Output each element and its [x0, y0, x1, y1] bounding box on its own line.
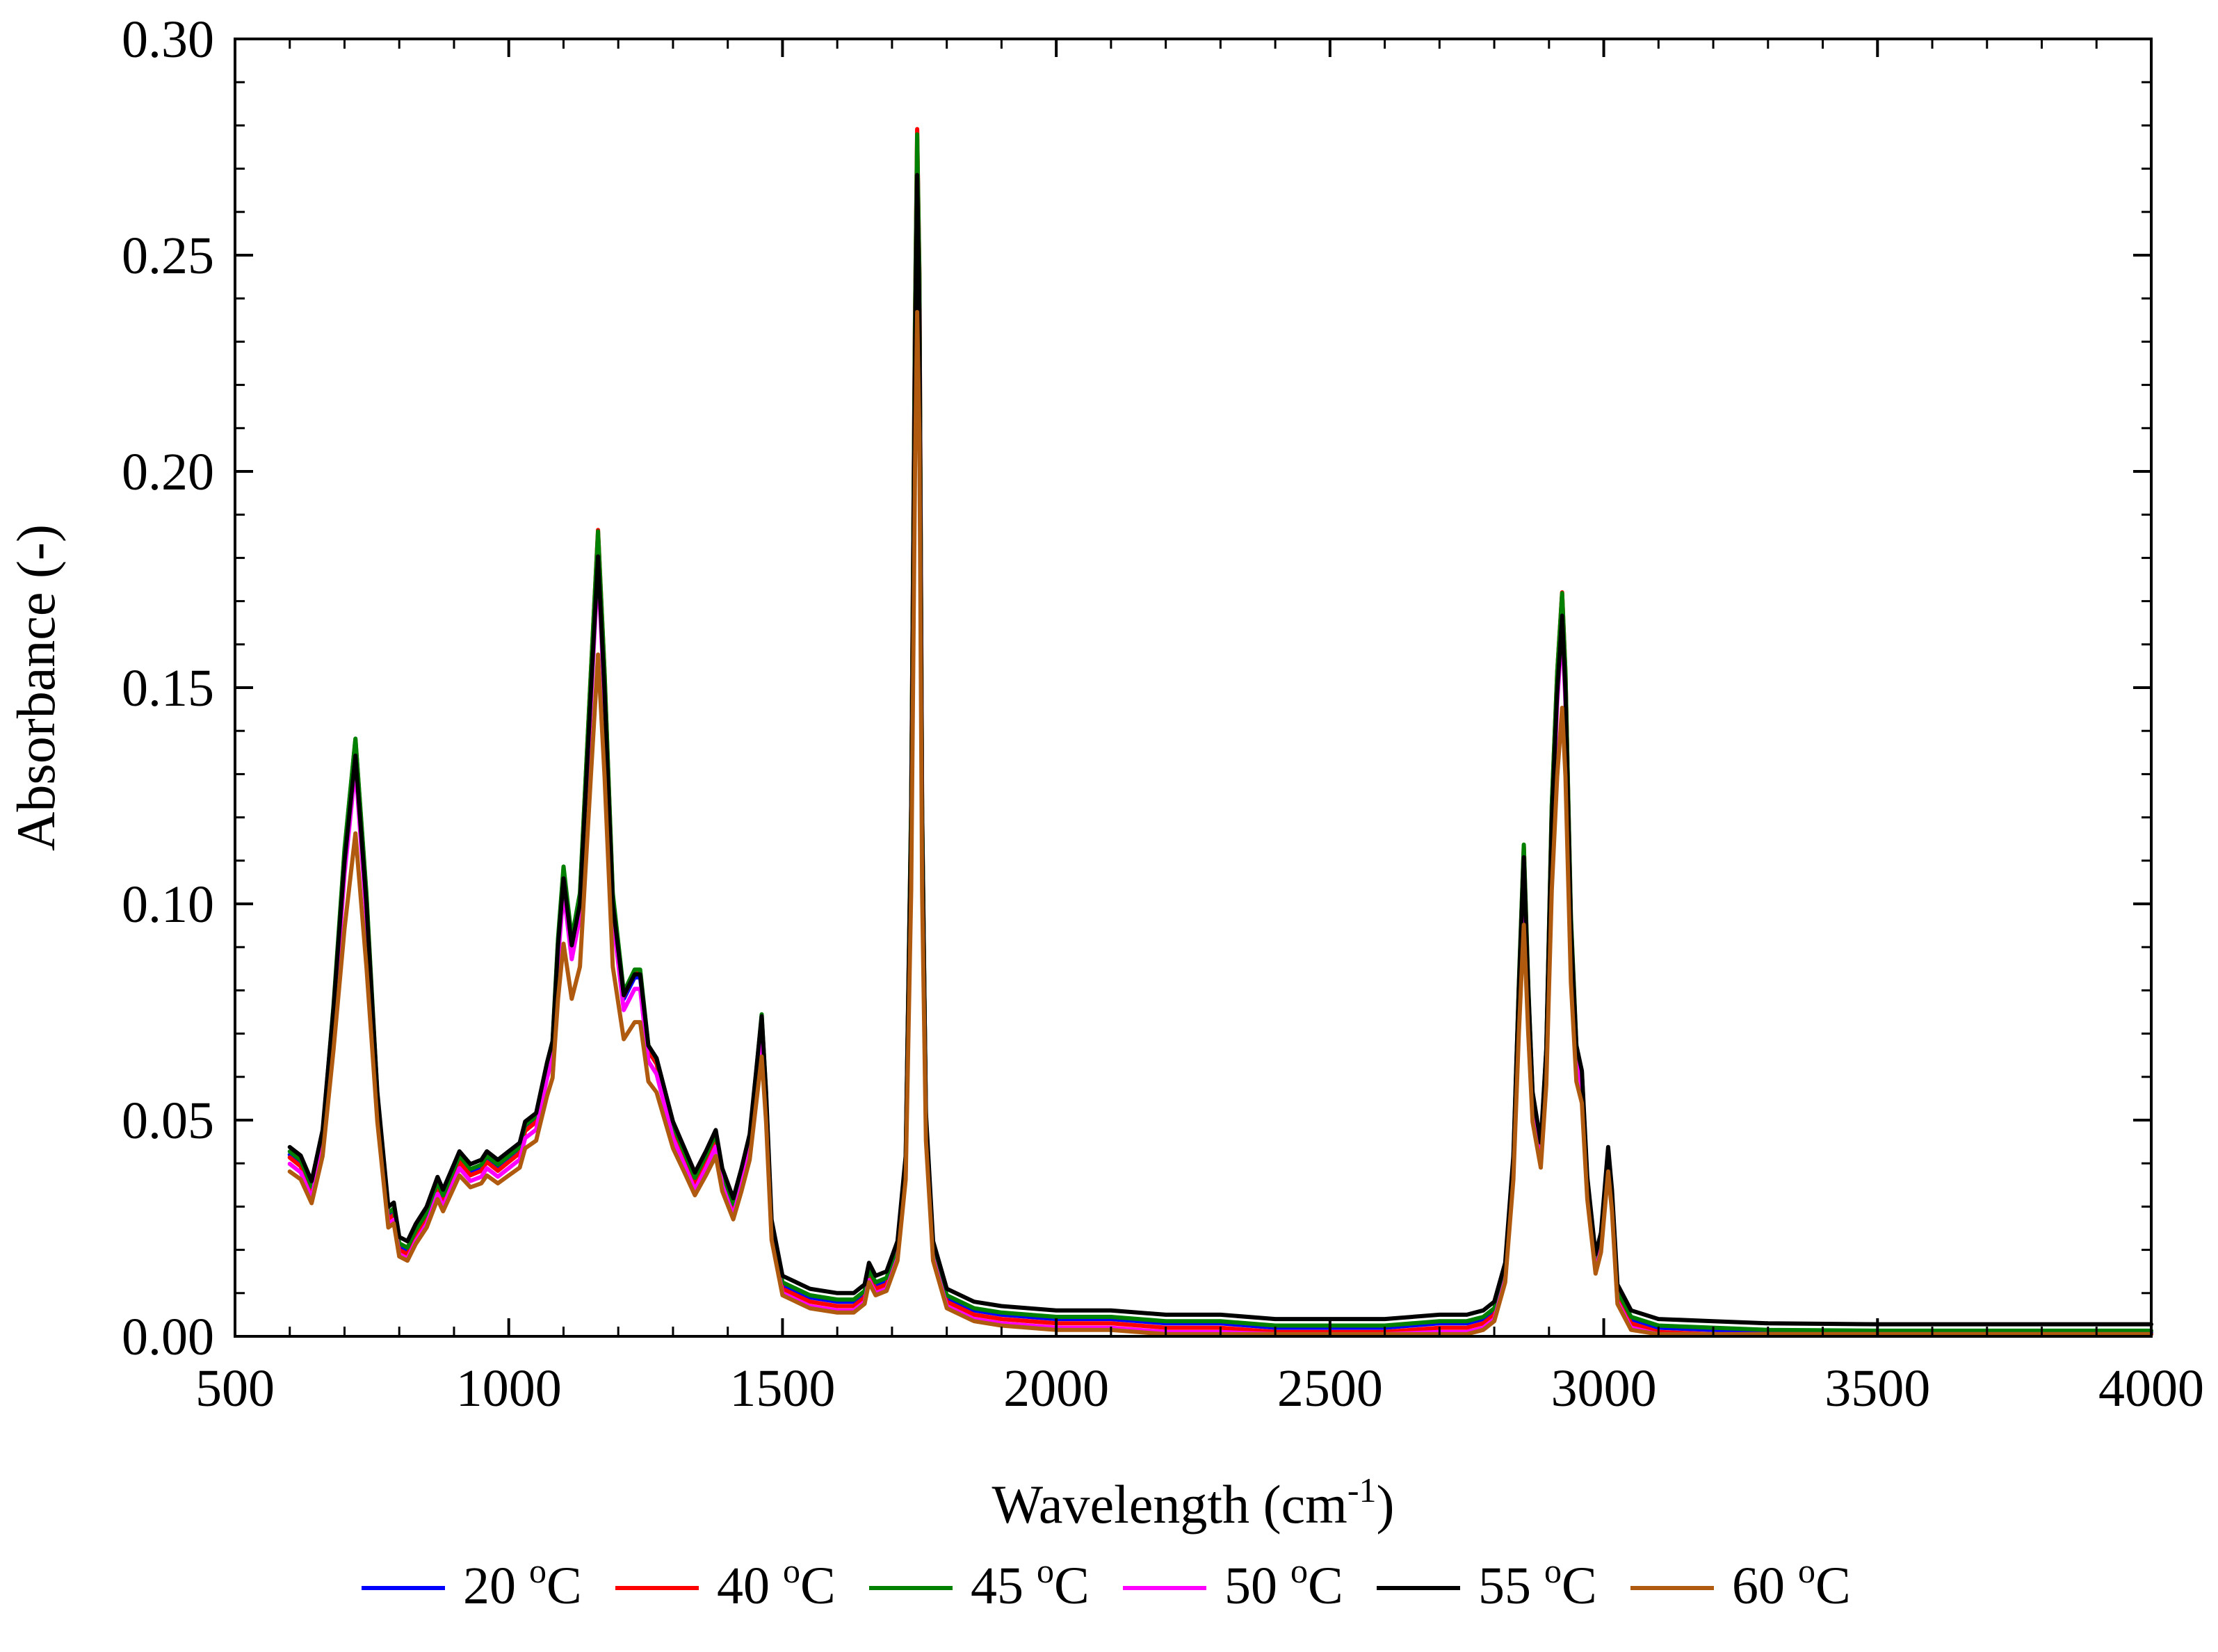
y-tick-label: 0.20 — [122, 443, 214, 501]
legend-item: 60 oC — [1630, 1551, 1851, 1615]
tick-label-layer: 500 1000 1500 2000 2500 3000 3500 4000 0.00 0.05 0… — [122, 10, 2204, 1418]
legend-item: 55 oC — [1377, 1551, 1597, 1615]
y-tick-label: 0.30 — [122, 10, 214, 69]
y-tick-label: 0.15 — [122, 659, 214, 718]
legend-label: 55 oC — [1478, 1551, 1597, 1615]
legend-item: 20 oC — [362, 1551, 582, 1615]
legend-label-unit: C — [1815, 1557, 1851, 1615]
legend-label-unit: C — [547, 1557, 582, 1615]
y-axis-label: Absorbance (-) — [6, 524, 66, 851]
legend: 20 oC 40 oC 45 oC 50 oC 55 oC 60 oC — [362, 1551, 1851, 1615]
legend-label: 40 oC — [717, 1551, 836, 1615]
x-axis-label-superscript: -1 — [1347, 1471, 1377, 1509]
legend-label-degree: o — [1290, 1551, 1308, 1590]
legend-item: 40 oC — [615, 1551, 836, 1615]
legend-label-degree: o — [1037, 1551, 1054, 1590]
x-axis-label-close: ) — [1377, 1474, 1395, 1534]
y-tick-label: 0.25 — [122, 227, 214, 285]
legend-label-unit: C — [1562, 1557, 1597, 1615]
legend-label: 60 oC — [1732, 1551, 1851, 1615]
y-tick-label: 0.10 — [122, 875, 214, 934]
legend-label: 20 oC — [463, 1551, 582, 1615]
legend-label-degree: o — [529, 1551, 547, 1590]
legend-item: 45 oC — [869, 1551, 1090, 1615]
legend-label-degree: o — [783, 1551, 800, 1590]
x-tick-label: 2000 — [1003, 1359, 1109, 1418]
series-line-6 — [287, 309, 2153, 1336]
legend-label-value: 55 — [1478, 1557, 1544, 1615]
x-tick-label: 3500 — [1824, 1359, 1930, 1418]
x-tick-label: 500 — [195, 1359, 275, 1418]
legend-label-value: 20 — [463, 1557, 529, 1615]
legend-label-unit: C — [1308, 1557, 1343, 1615]
legend-label-value: 45 — [971, 1557, 1037, 1615]
series-layer — [287, 127, 2153, 1336]
x-tick-label: 2500 — [1277, 1359, 1383, 1418]
legend-label-value: 40 — [717, 1557, 783, 1615]
y-tick-label: 0.05 — [122, 1092, 214, 1150]
legend-label-unit: C — [800, 1557, 836, 1615]
x-tick-label: 4000 — [2098, 1359, 2204, 1418]
x-tick-label: 1000 — [456, 1359, 562, 1418]
legend-label-unit: C — [1054, 1557, 1090, 1615]
legend-label-degree: o — [1544, 1551, 1562, 1590]
x-axis-label-main: Wavelength (cm — [992, 1474, 1347, 1534]
x-tick-label: 3000 — [1551, 1359, 1657, 1418]
legend-label: 50 oC — [1224, 1551, 1343, 1615]
legend-item: 50 oC — [1123, 1551, 1343, 1615]
legend-label-value: 60 — [1732, 1557, 1798, 1615]
legend-label: 45 oC — [971, 1551, 1090, 1615]
x-tick-label: 1500 — [729, 1359, 835, 1418]
x-axis-label: Wavelength (cm-1) — [992, 1471, 1395, 1534]
legend-label-degree: o — [1798, 1551, 1815, 1590]
legend-label-value: 50 — [1224, 1557, 1290, 1615]
tick-layer — [234, 38, 2153, 1338]
series-line-5 — [287, 172, 2153, 1327]
y-tick-label: 0.00 — [122, 1308, 214, 1366]
